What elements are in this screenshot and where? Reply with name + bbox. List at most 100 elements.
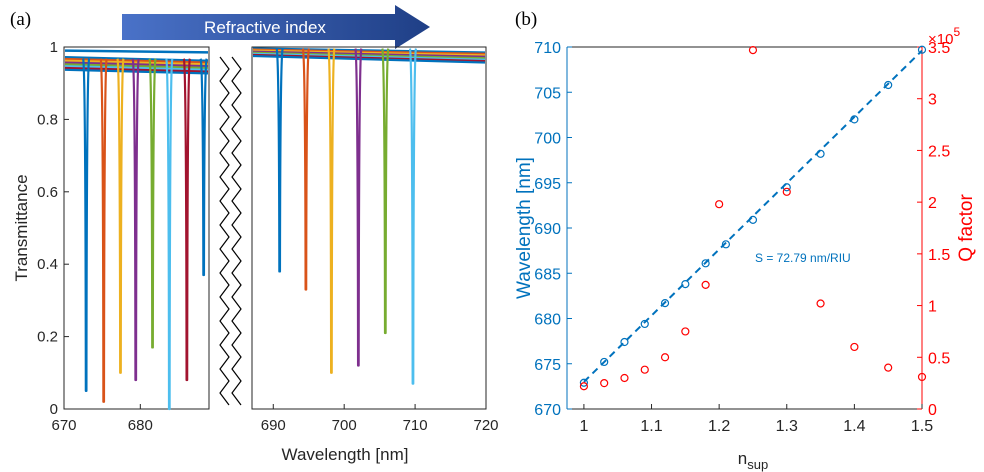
wavelength-point <box>579 378 589 387</box>
wavelength-point <box>816 149 825 158</box>
resonance-dip <box>327 48 336 374</box>
panel-b-label: (b) <box>515 9 537 30</box>
resonance-dip <box>199 58 208 277</box>
resonance-dip <box>99 58 108 403</box>
wavelength-point <box>917 45 927 54</box>
y-tick-label-left: 670 <box>534 402 561 419</box>
axis-break-gap <box>209 41 252 415</box>
q-factor-point <box>660 353 670 362</box>
y-axis-label-right: Q factor <box>956 194 977 262</box>
q-factor-point <box>850 342 859 352</box>
y-tick-label-a: 0.6 <box>37 184 58 201</box>
panel-a-label: (a) <box>10 9 31 30</box>
y-axis-label-a: Transmittance <box>12 174 31 281</box>
q-factor-point <box>620 373 629 383</box>
y-tick-label-right: 1.5 <box>928 247 950 264</box>
baseline-curve-top <box>64 49 209 54</box>
axis-break-zigzag-left <box>219 56 230 406</box>
resonance-dip <box>165 58 174 411</box>
right-axis-multiplier-exp: 5 <box>953 25 960 39</box>
y-tick-label-right: 0.5 <box>928 350 950 367</box>
wavelength-point <box>640 319 649 329</box>
q-factor-point <box>816 299 825 308</box>
wavelength-point <box>701 259 710 268</box>
y-tick-label-left: 705 <box>534 85 561 102</box>
baseline-curve-right <box>252 50 486 58</box>
y-tick-label-left: 700 <box>534 131 561 148</box>
x-axis-label-sub: sup <box>747 457 768 472</box>
resonance-dip <box>82 58 91 392</box>
plot-frame-left-segment <box>63 46 210 410</box>
x-tick-label-a: 700 <box>332 417 357 434</box>
y-tick-label-a: 0.8 <box>37 111 58 128</box>
wavelength-point <box>721 240 731 249</box>
wavelength-point <box>782 183 791 192</box>
right-axis-multiplier: ×105 <box>928 25 960 48</box>
x-tick-label-a: 710 <box>403 417 428 434</box>
y-tick-label-left: 680 <box>534 312 561 329</box>
y-tick-label-left: 695 <box>534 176 561 193</box>
y-tick-label-left: 675 <box>534 357 561 374</box>
q-factor-point <box>579 382 589 391</box>
wavelength-point <box>850 115 859 124</box>
q-factor-point <box>782 187 791 196</box>
y-tick-label-a: 1 <box>50 39 58 56</box>
plot-frame-right-segment <box>251 46 487 410</box>
q-factor-point <box>884 363 893 372</box>
q-factor-point <box>917 372 927 382</box>
wavelength-point <box>600 357 609 367</box>
resonance-dip <box>148 58 157 349</box>
resonance-dip <box>381 48 390 335</box>
q-factor-point <box>640 365 649 374</box>
axis-break-zigzag-right <box>231 56 242 406</box>
y-tick-label-left: 690 <box>534 221 561 238</box>
y-axis-label-left: Wavelength [nm] <box>514 157 535 299</box>
y-tick-label-left: 710 <box>534 40 561 57</box>
baseline-curve-right <box>252 51 486 60</box>
refractive-index-arrow: Refractive index <box>122 5 430 49</box>
x-tick-label-b: 1 <box>579 418 588 435</box>
y-tick-label-right: 2.5 <box>928 143 950 160</box>
arrow-label: Refractive index <box>204 18 326 37</box>
baseline-curve-right <box>252 53 486 63</box>
baseline-curve-right <box>252 52 486 61</box>
x-axis-label-a: Wavelength [nm] <box>282 445 409 464</box>
y-tick-label-right: 2 <box>928 195 937 212</box>
wavelength-point <box>884 80 893 90</box>
y-tick-label-a: 0.4 <box>37 256 58 273</box>
arrow-shape <box>122 5 430 49</box>
wavelength-point <box>620 337 629 347</box>
wavelength-point <box>748 215 758 224</box>
wavelength-point <box>660 299 670 308</box>
y-tick-label-right: 1 <box>928 299 937 316</box>
resonance-dip <box>301 48 310 291</box>
resonance-dip <box>275 48 284 273</box>
x-tick-label-a: 690 <box>261 417 286 434</box>
x-tick-label-b: 1.2 <box>708 418 730 435</box>
x-tick-label-a: 680 <box>128 417 153 434</box>
baseline-curve-right <box>252 49 486 57</box>
x-tick-label-b: 1.3 <box>776 418 798 435</box>
resonance-dip <box>182 58 191 382</box>
sensitivity-annotation: S = 72.79 nm/RIU <box>755 251 851 265</box>
baseline-curve-right <box>252 47 486 54</box>
y-tick-label-right: 3.5 <box>928 40 950 57</box>
x-tick-label-a: 720 <box>473 417 498 434</box>
transmittance-chart: 0 0.2 0.4 0.6 0.8 1 670 680 690 700 710 720 <box>37 39 498 434</box>
y-tick-label-right: 0 <box>928 402 937 419</box>
x-tick-label-a: 670 <box>51 417 76 434</box>
x-axis-label-main: n <box>738 449 747 468</box>
q-factor-point <box>715 200 724 209</box>
q-factor-point <box>681 327 690 336</box>
resonance-dip <box>408 48 418 385</box>
resonance-dip <box>116 58 125 374</box>
y-tick-label-right: 3 <box>928 92 937 109</box>
linear-fit-line <box>583 49 923 383</box>
x-axis-label-b: nsup <box>738 449 768 472</box>
wavelength-point <box>681 280 690 289</box>
x-tick-label-b: 1.1 <box>640 418 662 435</box>
y-tick-label-left: 685 <box>534 266 561 283</box>
x-tick-label-b: 1.5 <box>911 418 933 435</box>
q-factor-point <box>701 280 710 289</box>
